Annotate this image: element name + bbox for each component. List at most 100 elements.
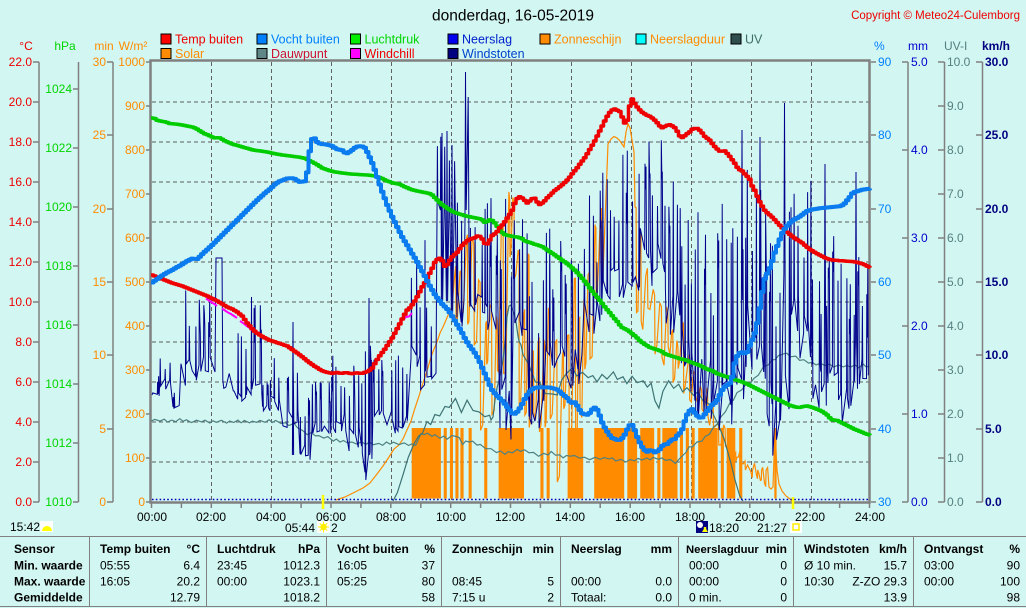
svg-text:10.0: 10.0: [947, 55, 971, 69]
svg-text:100: 100: [125, 451, 145, 465]
svg-text:20.2: 20.2: [177, 575, 201, 589]
svg-text:60: 60: [878, 275, 892, 289]
svg-text:Min. waarde: Min. waarde: [14, 559, 83, 573]
svg-text:1018: 1018: [45, 259, 72, 273]
svg-text:Dauwpunt: Dauwpunt: [271, 47, 328, 61]
svg-text:24:00: 24:00: [855, 510, 885, 524]
svg-text:donderdag, 16-05-2019: donderdag, 16-05-2019: [432, 8, 594, 25]
svg-text:Vocht buiten: Vocht buiten: [271, 33, 340, 47]
svg-text:40: 40: [878, 422, 892, 436]
svg-text:1023.1: 1023.1: [283, 575, 320, 589]
svg-text:1024: 1024: [45, 82, 72, 96]
svg-text:08:00: 08:00: [376, 510, 406, 524]
svg-text:80: 80: [422, 575, 436, 589]
svg-text:°C: °C: [19, 39, 33, 53]
svg-text:1020: 1020: [45, 200, 72, 214]
svg-text:Zonneschijn: Zonneschijn: [452, 542, 523, 556]
svg-text:04:00: 04:00: [256, 510, 286, 524]
svg-text:7.0: 7.0: [947, 187, 964, 201]
svg-text:6.0: 6.0: [15, 375, 32, 389]
svg-text:5: 5: [547, 575, 554, 589]
svg-text:2: 2: [547, 591, 554, 605]
svg-text:800: 800: [125, 143, 145, 157]
svg-text:8.0: 8.0: [947, 143, 964, 157]
svg-text:Windstoten: Windstoten: [804, 542, 869, 556]
svg-text:98: 98: [1007, 591, 1021, 605]
svg-text:20:00: 20:00: [735, 510, 765, 524]
svg-text:Windstoten: Windstoten: [462, 47, 525, 61]
svg-text:18.0: 18.0: [9, 135, 33, 149]
svg-text:900: 900: [125, 99, 145, 113]
svg-text:hPa: hPa: [54, 39, 76, 53]
svg-text:2.0: 2.0: [15, 455, 32, 469]
svg-text:Neerslagduur: Neerslagduur: [650, 33, 725, 47]
svg-text:1010: 1010: [45, 495, 72, 509]
svg-text:0: 0: [780, 559, 787, 573]
svg-text:300: 300: [125, 363, 145, 377]
svg-text:0.0: 0.0: [15, 495, 32, 509]
svg-text:08:45: 08:45: [452, 575, 482, 589]
svg-text:80: 80: [878, 128, 892, 142]
svg-text:16:05: 16:05: [337, 559, 367, 573]
svg-text:05:25: 05:25: [337, 575, 367, 589]
svg-text:4.0: 4.0: [911, 143, 928, 157]
svg-text:10: 10: [93, 348, 107, 362]
svg-text:2.0: 2.0: [911, 319, 928, 333]
svg-text:1018.2: 1018.2: [283, 591, 320, 605]
svg-text:5: 5: [99, 422, 106, 436]
svg-text:UV-I: UV-I: [944, 39, 967, 53]
svg-text:Solar: Solar: [175, 47, 204, 61]
svg-text:6.4: 6.4: [183, 559, 200, 573]
svg-text:7:15 u: 7:15 u: [452, 591, 485, 605]
svg-text:2: 2: [331, 521, 338, 535]
svg-text:37: 37: [422, 559, 436, 573]
svg-text:30: 30: [93, 55, 107, 69]
svg-text:400: 400: [125, 319, 145, 333]
svg-text:0.0: 0.0: [985, 495, 1002, 509]
svg-text:hPa: hPa: [298, 542, 320, 556]
svg-text:12:00: 12:00: [495, 510, 525, 524]
svg-text:min: min: [766, 542, 787, 556]
svg-text:mm: mm: [651, 542, 672, 556]
svg-text:0.0: 0.0: [947, 495, 964, 509]
svg-text:3.0: 3.0: [947, 363, 964, 377]
svg-text:km/h: km/h: [982, 39, 1010, 53]
svg-text:Z-ZO 29.3: Z-ZO 29.3: [852, 575, 907, 589]
svg-text:0.0: 0.0: [655, 575, 672, 589]
svg-text:Sensor: Sensor: [14, 542, 55, 556]
svg-text:15: 15: [93, 275, 107, 289]
svg-text:20.0: 20.0: [985, 202, 1009, 216]
svg-text:50: 50: [878, 348, 892, 362]
svg-text:70: 70: [878, 202, 892, 216]
svg-text:Neerslagduur: Neerslagduur: [686, 544, 759, 556]
svg-text:21:27: 21:27: [757, 521, 787, 535]
svg-text:8.0: 8.0: [15, 335, 32, 349]
svg-text:Totaal:: Totaal:: [571, 591, 606, 605]
svg-text:Luchtdruk: Luchtdruk: [217, 542, 276, 556]
svg-text:05:44: 05:44: [285, 521, 315, 535]
svg-text:5.0: 5.0: [985, 422, 1002, 436]
svg-text:Copyright © Meteo24-Culemborg: Copyright © Meteo24-Culemborg: [851, 10, 1020, 22]
svg-text:13.9: 13.9: [884, 591, 908, 605]
svg-text:0: 0: [99, 495, 106, 509]
svg-text:min: min: [533, 542, 554, 556]
svg-text:Windchill: Windchill: [365, 47, 415, 61]
svg-text:2.0: 2.0: [947, 407, 964, 421]
svg-text:58: 58: [422, 591, 436, 605]
svg-text:15.7: 15.7: [884, 559, 908, 573]
svg-text:4.0: 4.0: [947, 319, 964, 333]
svg-text:90: 90: [1007, 559, 1021, 573]
svg-text:mm: mm: [908, 39, 928, 53]
svg-text:90: 90: [878, 55, 892, 69]
svg-text:200: 200: [125, 407, 145, 421]
svg-text:0.0: 0.0: [911, 495, 928, 509]
svg-text:100: 100: [1000, 575, 1020, 589]
svg-text:9.0: 9.0: [947, 99, 964, 113]
svg-text:00:00: 00:00: [217, 575, 247, 589]
svg-text:30.0: 30.0: [985, 55, 1009, 69]
svg-text:0: 0: [780, 575, 787, 589]
svg-text:%: %: [424, 542, 435, 556]
svg-text:Vocht buiten: Vocht buiten: [337, 542, 409, 556]
svg-text:5.0: 5.0: [947, 275, 964, 289]
svg-text:5.0: 5.0: [911, 55, 928, 69]
